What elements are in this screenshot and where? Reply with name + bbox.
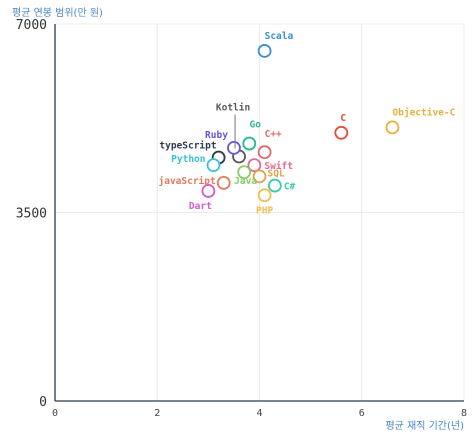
point-python xyxy=(206,158,221,173)
label-c-: C++ xyxy=(265,129,282,140)
point-c- xyxy=(257,145,272,160)
label-javascript: javaScript xyxy=(159,176,216,187)
y-axis-ticks: 0 3500 7000 xyxy=(16,18,47,410)
label-swift: Swift xyxy=(264,161,293,172)
label-scala: Scala xyxy=(265,31,294,42)
point-scala xyxy=(257,44,272,58)
x-tick-label: 6 xyxy=(359,408,365,419)
label-typescript: typeScript xyxy=(159,141,216,152)
point-go xyxy=(242,136,257,151)
point-php xyxy=(257,188,272,203)
point-java xyxy=(237,165,252,180)
y-tick-label: 3500 xyxy=(16,207,47,222)
x-tick-label: 2 xyxy=(154,408,160,419)
point-javascript xyxy=(216,175,231,190)
point-sql xyxy=(252,169,267,184)
label-c-: C# xyxy=(284,182,296,193)
data-points xyxy=(201,44,400,203)
y-axis-title: 평균 연봉 범위(만 원) xyxy=(12,6,103,19)
point-c xyxy=(334,125,349,140)
x-axis-title: 평균 재직 기간(년) xyxy=(385,420,464,432)
point-c- xyxy=(267,178,282,193)
label-sql: SQL xyxy=(268,168,285,179)
point-dart xyxy=(201,184,216,198)
label-java: Java xyxy=(234,176,257,187)
label-c: C xyxy=(340,113,346,124)
point-objective-c xyxy=(385,120,400,135)
point-ruby xyxy=(227,140,241,155)
label-php: PHP xyxy=(256,205,273,216)
label-objective-c: Objective-C xyxy=(392,107,455,118)
x-tick-label: 8 xyxy=(461,408,467,419)
label-dart: Dart xyxy=(189,201,212,212)
label-ruby: Ruby xyxy=(205,130,228,141)
y-tick-label: 0 xyxy=(39,395,47,410)
label-kotlin: Kotlin xyxy=(216,102,250,113)
point-swift xyxy=(247,158,262,173)
x-axis-ticks: 0 2 4 6 8 xyxy=(52,408,467,419)
axes xyxy=(54,24,464,402)
label-python: Python xyxy=(171,154,205,165)
x-tick-label: 4 xyxy=(256,408,262,419)
x-tick-label: 0 xyxy=(52,408,58,419)
y-tick-label: 7000 xyxy=(16,18,47,33)
label-go: Go xyxy=(250,120,262,131)
